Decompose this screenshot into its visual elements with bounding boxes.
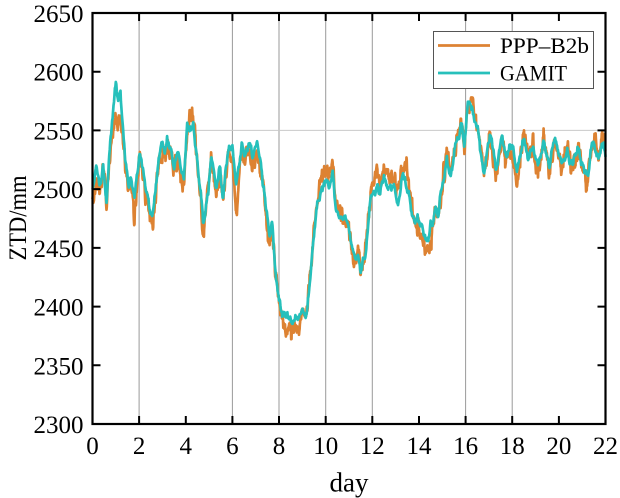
svg-text:16: 16 (453, 433, 478, 460)
svg-text:2450: 2450 (34, 236, 84, 263)
svg-text:2550: 2550 (34, 118, 84, 145)
svg-text:6: 6 (226, 433, 239, 460)
svg-text:2: 2 (133, 433, 146, 460)
svg-text:GAMIT: GAMIT (500, 61, 568, 86)
svg-text:2500: 2500 (34, 177, 84, 204)
svg-text:2300: 2300 (34, 412, 84, 439)
svg-text:20: 20 (546, 433, 571, 460)
svg-text:10: 10 (313, 433, 338, 460)
svg-text:2600: 2600 (34, 60, 84, 87)
svg-text:2400: 2400 (34, 295, 84, 322)
svg-text:0: 0 (86, 433, 99, 460)
svg-text:18: 18 (500, 433, 525, 460)
svg-text:8: 8 (273, 433, 286, 460)
svg-text:PPP–B2b: PPP–B2b (500, 33, 589, 58)
svg-text:ZTD/mm: ZTD/mm (5, 175, 32, 260)
svg-text:12: 12 (360, 433, 385, 460)
svg-text:2650: 2650 (34, 1, 84, 28)
svg-text:4: 4 (180, 433, 193, 460)
svg-text:2350: 2350 (34, 353, 84, 380)
svg-text:14: 14 (407, 433, 433, 460)
svg-text:22: 22 (593, 433, 618, 460)
svg-text:day: day (330, 468, 369, 498)
